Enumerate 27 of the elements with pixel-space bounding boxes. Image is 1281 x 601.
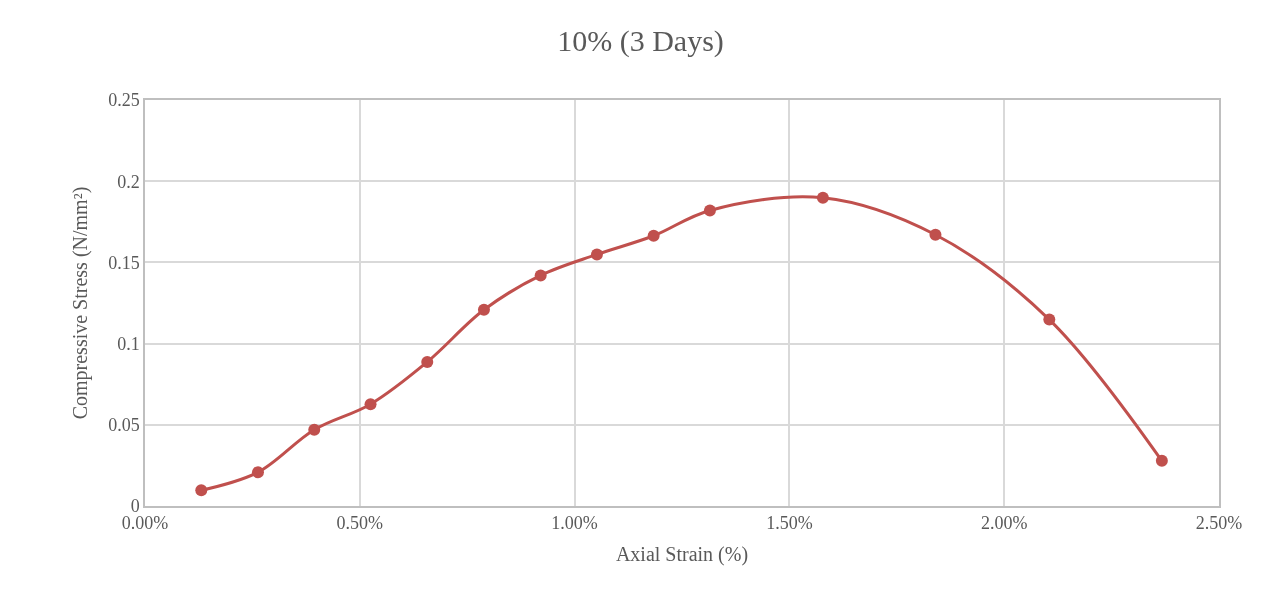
point <box>703 204 716 217</box>
point <box>647 229 660 242</box>
y-tick-label: 0.2 <box>117 171 140 192</box>
point <box>534 269 547 282</box>
point <box>816 191 829 204</box>
y-tick-label: 0.15 <box>108 252 140 273</box>
y-axis-title: Compressive Stress (N/mm²) <box>69 186 93 420</box>
x-tick-label: 2.00% <box>980 513 1028 534</box>
chart-title: 10% (3 Days) <box>557 24 724 59</box>
point <box>364 398 377 411</box>
x-tick-label: 0.50% <box>336 513 384 534</box>
point <box>477 303 490 316</box>
point <box>308 423 321 436</box>
point <box>590 248 603 261</box>
y-tick-label: 0.05 <box>108 415 140 436</box>
point <box>929 228 942 241</box>
x-axis-title: Axial Strain (%) <box>615 543 749 567</box>
point <box>1043 313 1056 326</box>
x-tick-label: 1.00% <box>551 513 598 534</box>
point <box>1155 454 1168 467</box>
x-tick-label: 1.50% <box>766 513 813 534</box>
x-tick-label: 2.50% <box>1195 513 1243 534</box>
y-tick-label: 0.1 <box>117 333 140 354</box>
point <box>251 466 264 479</box>
point <box>195 484 208 497</box>
y-tick-label: 0.25 <box>108 90 140 111</box>
point <box>421 355 434 368</box>
